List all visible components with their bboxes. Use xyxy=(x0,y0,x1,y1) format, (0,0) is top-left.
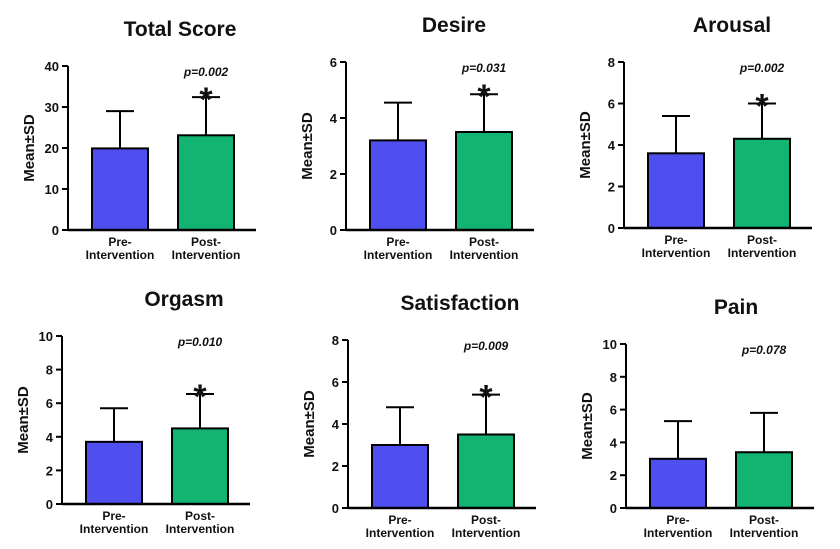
bar xyxy=(733,137,791,229)
y-tick-label: 0 xyxy=(330,223,337,238)
y-tick-label: 6 xyxy=(610,403,617,418)
significance-star: * xyxy=(755,88,769,126)
bar xyxy=(647,152,705,229)
p-value-annotation: p=0.002 xyxy=(183,65,229,79)
y-tick-label: 8 xyxy=(610,370,617,385)
y-tick-label: 10 xyxy=(39,329,53,344)
bar xyxy=(369,139,427,231)
chart-svg: Arousal Mean±SD 0 2 4 6 8 Pre-Intervention Post-… xyxy=(577,14,812,260)
chart-title: Desire xyxy=(422,14,486,37)
p-value-annotation: p=0.010 xyxy=(177,335,223,349)
y-tick-label: 30 xyxy=(45,100,59,115)
x-tick-label: Pre-Intervention xyxy=(642,233,711,260)
x-tick-label: Pre-Intervention xyxy=(86,235,155,262)
bar xyxy=(91,147,149,231)
chart-title: Satisfaction xyxy=(400,292,519,315)
x-tick-label: Post-Intervention xyxy=(730,513,799,540)
significance-star: * xyxy=(199,81,213,119)
y-tick-label: 0 xyxy=(46,497,53,512)
chart-title: Total Score xyxy=(124,18,237,41)
y-tick-label: 8 xyxy=(46,363,53,378)
significance-star: * xyxy=(479,379,493,417)
x-tick-label: Post-Intervention xyxy=(450,235,519,262)
y-tick-label: 0 xyxy=(610,501,617,516)
y-tick-label: 6 xyxy=(330,55,337,70)
chart-svg: Orgasm Mean±SD 0 2 4 6 8 10 Pre-Intervention Post… xyxy=(15,288,250,536)
y-axis-label: Mean±SD xyxy=(577,111,594,179)
chart-panel-2: Desire Mean±SD 0 2 4 6 Pre-Intervention Post-In… xyxy=(280,0,560,277)
chart-panel-5: Satisfaction Mean±SD 0 2 4 6 8 Pre-Intervention… xyxy=(280,272,560,549)
chart-title: Orgasm xyxy=(144,288,223,311)
y-tick-label: 10 xyxy=(45,182,59,197)
y-tick-label: 6 xyxy=(46,396,53,411)
y-tick-label: 0 xyxy=(608,221,615,236)
y-tick-label: 2 xyxy=(46,463,53,478)
y-tick-label: 8 xyxy=(608,55,615,70)
bar xyxy=(371,444,429,509)
y-tick-label: 6 xyxy=(332,375,339,390)
chart-svg: Total Score Mean±SD 0 10 20 30 40 Pre-Intervent… xyxy=(21,18,256,262)
y-tick-label: 20 xyxy=(45,141,59,156)
y-tick-label: 4 xyxy=(46,430,54,445)
p-value-annotation: p=0.031 xyxy=(461,61,507,75)
bar xyxy=(177,134,235,231)
bar xyxy=(171,427,229,505)
y-axis-label: Mean±SD xyxy=(579,392,596,460)
chart-svg: Pain Mean±SD 0 2 4 6 8 10 Pre-Intervention Post-I… xyxy=(579,296,814,540)
p-value-annotation: p=0.078 xyxy=(741,343,787,357)
bar xyxy=(649,457,707,510)
chart-panel-1: Total Score Mean±SD 0 10 20 30 40 Pre-Intervent… xyxy=(0,0,280,277)
x-tick-label: Post-Intervention xyxy=(452,513,521,540)
y-axis-label: Mean±SD xyxy=(299,112,316,180)
y-axis-label: Mean±SD xyxy=(301,390,318,458)
bar xyxy=(735,451,793,510)
x-tick-label: Pre-Intervention xyxy=(366,513,435,540)
x-tick-label: Post-Intervention xyxy=(728,233,797,260)
x-tick-label: Post-Intervention xyxy=(172,235,241,262)
y-axis-label: Mean±SD xyxy=(15,386,32,454)
y-tick-label: 10 xyxy=(603,337,617,352)
y-tick-label: 2 xyxy=(332,459,339,474)
y-axis-label: Mean±SD xyxy=(21,114,38,182)
chart-panel-3: Arousal Mean±SD 0 2 4 6 8 Pre-Intervention Post-… xyxy=(560,0,840,277)
significance-star: * xyxy=(193,378,207,416)
y-tick-label: 0 xyxy=(332,501,339,516)
chart-svg: Desire Mean±SD 0 2 4 6 Pre-Intervention Post-In… xyxy=(299,14,534,262)
y-tick-label: 40 xyxy=(45,59,59,74)
y-tick-label: 8 xyxy=(332,333,339,348)
chart-svg: Satisfaction Mean±SD 0 2 4 6 8 Pre-Intervention… xyxy=(301,292,536,540)
x-tick-label: Pre-Intervention xyxy=(644,513,713,540)
y-tick-label: 2 xyxy=(608,180,615,195)
p-value-annotation: p=0.009 xyxy=(463,339,509,353)
chart-panel-6: Pain Mean±SD 0 2 4 6 8 10 Pre-Intervention Post-I… xyxy=(560,272,840,549)
y-tick-label: 4 xyxy=(332,417,340,432)
y-tick-label: 4 xyxy=(608,138,616,153)
y-tick-label: 2 xyxy=(610,468,617,483)
bar xyxy=(455,131,513,231)
x-tick-label: Pre-Intervention xyxy=(80,509,149,536)
bar xyxy=(457,433,515,509)
x-tick-label: Post-Intervention xyxy=(166,509,235,536)
y-tick-label: 2 xyxy=(330,167,337,182)
y-tick-label: 4 xyxy=(610,435,618,450)
y-tick-label: 6 xyxy=(608,97,615,112)
p-value-annotation: p=0.002 xyxy=(739,61,785,75)
y-tick-label: 4 xyxy=(330,111,338,126)
x-tick-label: Pre-Intervention xyxy=(364,235,433,262)
y-tick-label: 0 xyxy=(52,223,59,238)
bar xyxy=(85,440,143,505)
chart-panel-4: Orgasm Mean±SD 0 2 4 6 8 10 Pre-Intervention Post… xyxy=(0,272,280,549)
chart-title: Pain xyxy=(714,296,758,319)
significance-star: * xyxy=(477,78,491,116)
chart-title: Arousal xyxy=(693,14,771,37)
